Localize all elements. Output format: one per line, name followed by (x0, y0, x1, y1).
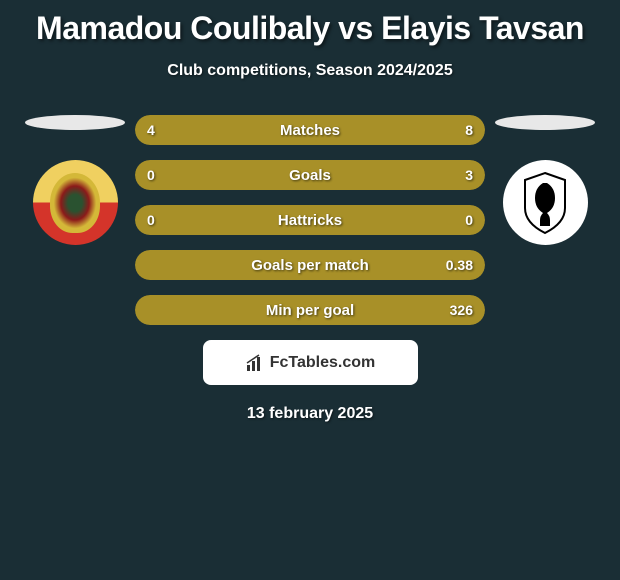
stat-row-mpg: Min per goal 326 (135, 295, 485, 325)
player1-column (25, 115, 125, 245)
chart-icon (245, 353, 265, 373)
stats-column: 4 Matches 8 0 Goals 3 0 Hattricks 0 Goal… (135, 115, 485, 325)
stat-value-right: 8 (465, 122, 473, 138)
stat-row-hattricks: 0 Hattricks 0 (135, 205, 485, 235)
stat-value-right: 3 (465, 167, 473, 183)
stat-row-goals: 0 Goals 3 (135, 160, 485, 190)
page-title: Mamadou Coulibaly vs Elayis Tavsan (0, 10, 620, 47)
stat-label: Goals (289, 167, 331, 184)
stat-label: Min per goal (266, 302, 354, 319)
stat-value-left: 4 (147, 122, 155, 138)
player2-name-tag (495, 115, 595, 130)
player2-column (495, 115, 595, 245)
player2-club-logo (503, 160, 588, 245)
watermark-text: FcTables.com (270, 354, 376, 372)
stat-value-left: 0 (147, 212, 155, 228)
stat-label: Hattricks (278, 212, 342, 229)
stat-label: Matches (280, 122, 340, 139)
player1-club-logo (33, 160, 118, 245)
stat-value-left: 0 (147, 167, 155, 183)
cesena-logo-icon (515, 168, 575, 238)
stat-row-matches: 4 Matches 8 (135, 115, 485, 145)
stat-row-gpm: Goals per match 0.38 (135, 250, 485, 280)
watermark: FcTables.com (203, 340, 418, 385)
subtitle: Club competitions, Season 2024/2025 (0, 62, 620, 80)
comparison-widget: Mamadou Coulibaly vs Elayis Tavsan Club … (0, 0, 620, 433)
stat-value-right: 326 (450, 302, 473, 318)
stat-label: Goals per match (251, 257, 369, 274)
date-text: 13 february 2025 (0, 405, 620, 423)
stat-value-right: 0.38 (446, 257, 473, 273)
stat-value-right: 0 (465, 212, 473, 228)
player1-name-tag (25, 115, 125, 130)
comparison-area: 4 Matches 8 0 Goals 3 0 Hattricks 0 Goal… (0, 115, 620, 325)
